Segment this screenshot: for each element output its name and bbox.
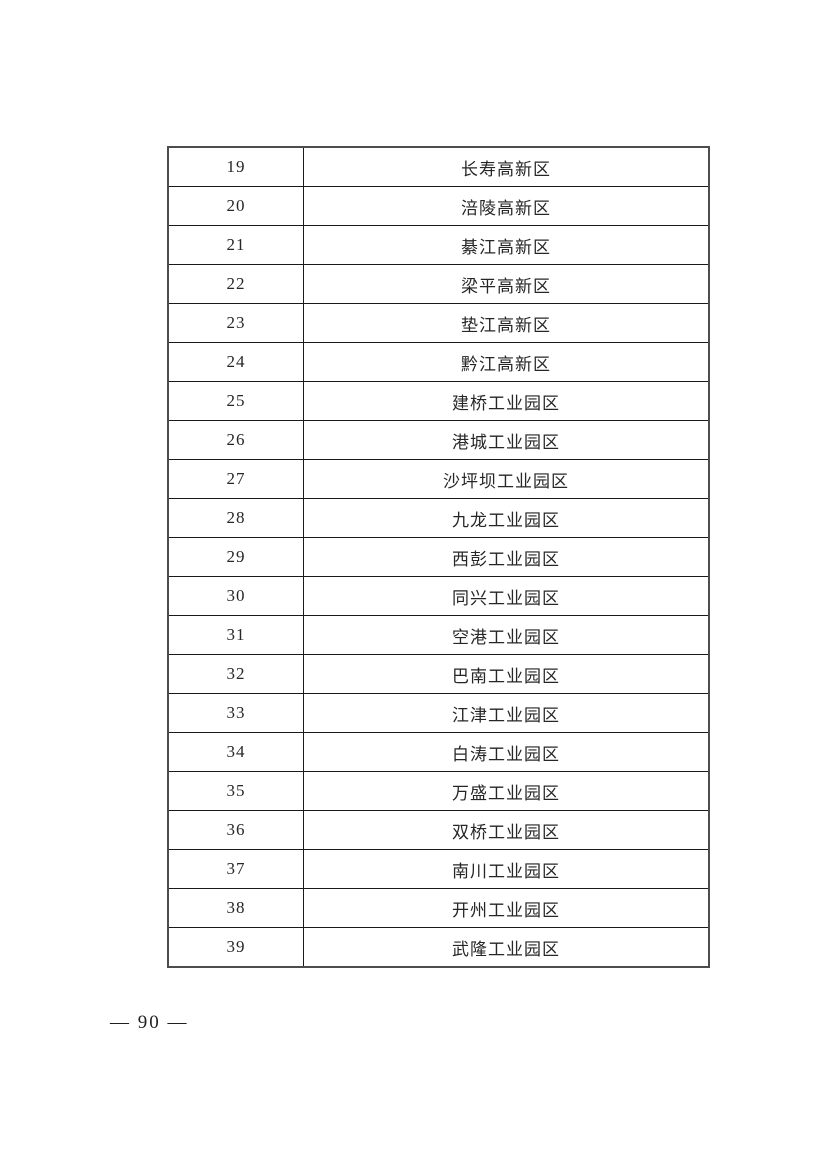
zone-name-cell: 建桥工业园区 [303,381,710,421]
row-number-cell: 25 [167,381,304,421]
zone-name-cell: 长寿高新区 [303,146,710,187]
table-row: 38 开州工业园区 [167,888,710,928]
table-row: 22 梁平高新区 [167,264,710,304]
row-number-cell: 37 [167,849,304,889]
row-number-cell: 19 [167,146,304,187]
table-row: 39 武隆工业园区 [167,927,710,968]
zone-name-cell: 垫江高新区 [303,303,710,343]
zone-name-cell: 沙坪坝工业园区 [303,459,710,499]
row-number-cell: 29 [167,537,304,577]
zone-name-cell: 巴南工业园区 [303,654,710,694]
zone-name-cell: 江津工业园区 [303,693,710,733]
zone-name-cell: 港城工业园区 [303,420,710,460]
zone-name-cell: 白涛工业园区 [303,732,710,772]
table-row: 34 白涛工业园区 [167,732,710,772]
table-row: 23 垫江高新区 [167,303,710,343]
table-row: 36 双桥工业园区 [167,810,710,850]
row-number-cell: 30 [167,576,304,616]
row-number-cell: 28 [167,498,304,538]
table-row: 35 万盛工业园区 [167,771,710,811]
zone-name-cell: 同兴工业园区 [303,576,710,616]
table-row: 33 江津工业园区 [167,693,710,733]
zone-name-cell: 黔江高新区 [303,342,710,382]
row-number-cell: 22 [167,264,304,304]
table-row: 30 同兴工业园区 [167,576,710,616]
table-row: 31 空港工业园区 [167,615,710,655]
row-number-cell: 34 [167,732,304,772]
zone-name-cell: 九龙工业园区 [303,498,710,538]
row-number-cell: 21 [167,225,304,265]
table-row: 28 九龙工业园区 [167,498,710,538]
row-number-cell: 33 [167,693,304,733]
zone-name-cell: 綦江高新区 [303,225,710,265]
table-row: 25 建桥工业园区 [167,381,710,421]
row-number-cell: 26 [167,420,304,460]
table-row: 29 西彭工业园区 [167,537,710,577]
zone-name-cell: 武隆工业园区 [303,927,710,968]
table-row: 20 涪陵高新区 [167,186,710,226]
row-number-cell: 36 [167,810,304,850]
page-number: — 90 — [110,1012,189,1033]
zone-table-body: 19 长寿高新区 20 涪陵高新区 21 綦江高新区 22 梁平高新区 23 垫江高新区 24 黔江高… [167,146,710,968]
zone-name-cell: 涪陵高新区 [303,186,710,226]
zone-name-cell: 双桥工业园区 [303,810,710,850]
row-number-cell: 38 [167,888,304,928]
table-row: 19 长寿高新区 [167,146,710,187]
zone-name-cell: 开州工业园区 [303,888,710,928]
zone-name-cell: 梁平高新区 [303,264,710,304]
zone-list-table: 19 长寿高新区 20 涪陵高新区 21 綦江高新区 22 梁平高新区 23 垫江高新区 24 黔江高… [167,146,710,968]
zone-name-cell: 空港工业园区 [303,615,710,655]
row-number-cell: 27 [167,459,304,499]
table-row: 24 黔江高新区 [167,342,710,382]
row-number-cell: 23 [167,303,304,343]
row-number-cell: 31 [167,615,304,655]
row-number-cell: 35 [167,771,304,811]
row-number-cell: 39 [167,927,304,968]
table-row: 37 南川工业园区 [167,849,710,889]
table-row: 21 綦江高新区 [167,225,710,265]
row-number-cell: 24 [167,342,304,382]
row-number-cell: 20 [167,186,304,226]
table-row: 26 港城工业园区 [167,420,710,460]
table-row: 27 沙坪坝工业园区 [167,459,710,499]
row-number-cell: 32 [167,654,304,694]
table-row: 32 巴南工业园区 [167,654,710,694]
zone-name-cell: 南川工业园区 [303,849,710,889]
zone-name-cell: 万盛工业园区 [303,771,710,811]
zone-name-cell: 西彭工业园区 [303,537,710,577]
